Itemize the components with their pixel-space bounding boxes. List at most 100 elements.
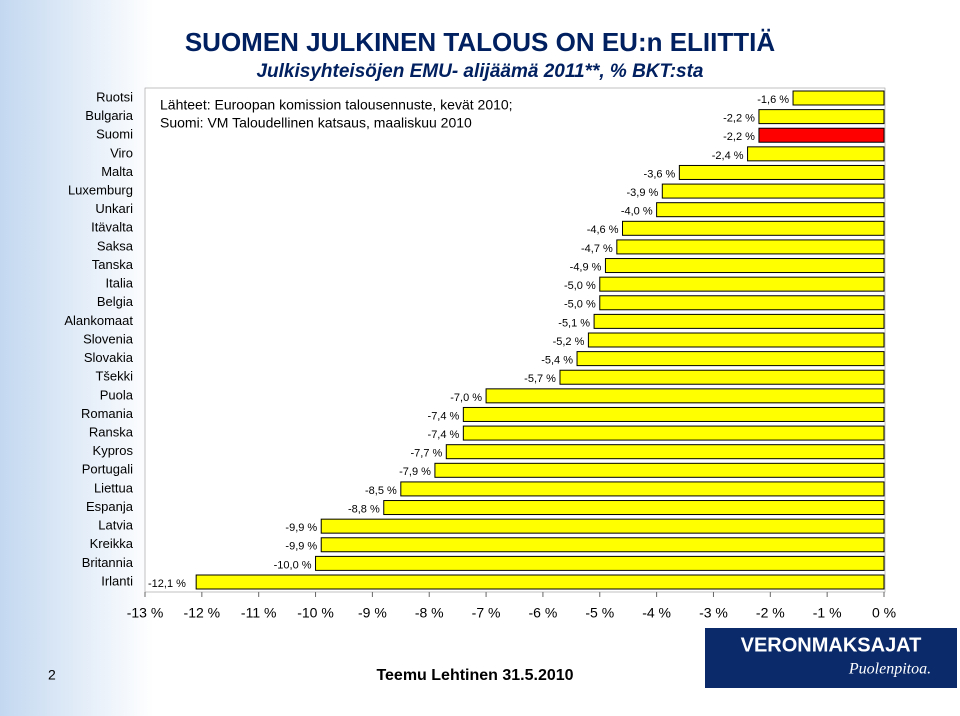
data-label: -4,6 % bbox=[587, 224, 619, 236]
bar bbox=[678, 164, 885, 180]
x-tick-label: -7 % bbox=[472, 605, 501, 621]
x-tick-label: -9 % bbox=[358, 605, 387, 621]
bar bbox=[587, 332, 885, 348]
data-label: -7,0 % bbox=[450, 392, 482, 404]
bar bbox=[195, 574, 885, 590]
data-label: -5,1 % bbox=[558, 317, 590, 329]
data-label: -5,0 % bbox=[564, 280, 596, 292]
y-tick-label: Kypros bbox=[93, 443, 134, 458]
page-number: 2 bbox=[48, 667, 56, 683]
y-tick-label: Tanska bbox=[92, 257, 134, 272]
data-label: -4,0 % bbox=[621, 206, 653, 218]
bar bbox=[622, 220, 885, 236]
bar bbox=[747, 146, 885, 162]
bar bbox=[462, 406, 885, 422]
bar bbox=[656, 202, 885, 218]
bar bbox=[485, 388, 885, 404]
bar bbox=[576, 351, 885, 367]
data-label: -4,9 % bbox=[570, 261, 602, 273]
y-tick-label: Liettua bbox=[94, 480, 134, 495]
data-label: -7,7 % bbox=[410, 448, 442, 460]
bar bbox=[400, 481, 885, 497]
bar bbox=[599, 276, 885, 292]
logo-box bbox=[705, 628, 957, 688]
y-tick-label: Italia bbox=[106, 276, 134, 291]
bar bbox=[758, 127, 885, 143]
x-tick-label: -10 % bbox=[297, 605, 334, 621]
y-tick-label: Kreikka bbox=[90, 536, 134, 551]
y-tick-label: Espanja bbox=[86, 499, 134, 514]
bar bbox=[792, 90, 885, 106]
x-tick-label: -8 % bbox=[415, 605, 444, 621]
data-label: -5,4 % bbox=[541, 355, 573, 367]
bar bbox=[593, 313, 885, 329]
bar bbox=[320, 537, 885, 553]
y-tick-label: Saksa bbox=[97, 238, 134, 253]
x-tick-label: -1 % bbox=[813, 605, 842, 621]
y-tick-label: Itävalta bbox=[91, 220, 134, 235]
y-tick-label: Latvia bbox=[98, 518, 133, 533]
x-tick-label: -13 % bbox=[127, 605, 164, 621]
y-tick-label: Slovenia bbox=[83, 331, 134, 346]
bar bbox=[315, 555, 885, 571]
bar bbox=[604, 258, 885, 274]
bar bbox=[445, 444, 885, 460]
data-label: -7,4 % bbox=[428, 429, 460, 441]
logo-text: VERONMAKSAJAT bbox=[741, 634, 922, 656]
y-tick-label: Bulgaria bbox=[85, 108, 133, 123]
data-label: -9,9 % bbox=[285, 522, 317, 534]
data-label: -7,9 % bbox=[399, 466, 431, 478]
chart-title: SUOMEN JULKINEN TALOUS ON EU:n ELIITTIÄ bbox=[185, 27, 776, 57]
data-label: -2,4 % bbox=[712, 150, 744, 162]
x-tick-label: -4 % bbox=[642, 605, 671, 621]
logo-tagline: Puolenpitoa. bbox=[848, 661, 931, 678]
y-tick-label: Suomi bbox=[96, 127, 133, 142]
y-tick-label: Romania bbox=[81, 406, 134, 421]
bar bbox=[383, 500, 885, 516]
x-tick-label: -11 % bbox=[241, 605, 277, 621]
bar bbox=[661, 183, 885, 199]
bar bbox=[616, 239, 885, 255]
y-tick-label: Britannia bbox=[82, 555, 134, 570]
data-label: -1,6 % bbox=[757, 94, 789, 106]
data-label: -4,7 % bbox=[581, 243, 613, 255]
y-tick-label: Viro bbox=[110, 145, 133, 160]
source-note: Lähteet: Euroopan komission talousennust… bbox=[160, 97, 513, 113]
bar bbox=[462, 425, 885, 441]
data-label: -10,0 % bbox=[274, 559, 312, 571]
bar bbox=[758, 109, 885, 125]
data-label: -3,6 % bbox=[644, 168, 676, 180]
y-tick-label: Ranska bbox=[89, 425, 134, 440]
data-label: -9,9 % bbox=[285, 541, 317, 553]
data-label: -7,4 % bbox=[428, 410, 460, 422]
y-tick-label: Irlanti bbox=[101, 573, 133, 588]
bar bbox=[599, 295, 885, 311]
data-label: -3,9 % bbox=[627, 187, 659, 199]
y-tick-label: Unkari bbox=[95, 201, 133, 216]
data-label: -5,7 % bbox=[524, 373, 556, 385]
chart-subtitle: Julkisyhteisöjen EMU- alijäämä 2011**, %… bbox=[256, 61, 703, 82]
x-tick-label: -2 % bbox=[756, 605, 785, 621]
bar bbox=[559, 369, 885, 385]
bar bbox=[434, 462, 885, 478]
x-tick-label: -6 % bbox=[529, 605, 558, 621]
x-tick-label: 0 % bbox=[872, 605, 896, 621]
data-label: -8,8 % bbox=[348, 503, 380, 515]
bar bbox=[320, 518, 885, 534]
x-tick-label: -5 % bbox=[585, 605, 614, 621]
y-tick-label: Alankomaat bbox=[64, 313, 133, 328]
source-note: Suomi: VM Taloudellinen katsaus, maalisk… bbox=[160, 115, 472, 131]
y-tick-label: Tšekki bbox=[95, 369, 133, 384]
data-label: -5,2 % bbox=[553, 336, 585, 348]
y-tick-label: Luxemburg bbox=[68, 183, 133, 198]
x-tick-label: -3 % bbox=[699, 605, 728, 621]
data-label: -5,0 % bbox=[564, 299, 596, 311]
x-tick-label: -12 % bbox=[184, 605, 221, 621]
data-label: -12,1 % bbox=[148, 578, 186, 590]
data-label: -2,2 % bbox=[723, 131, 755, 143]
y-tick-label: Belgia bbox=[97, 294, 134, 309]
y-tick-label: Portugali bbox=[82, 462, 133, 477]
data-label: -2,2 % bbox=[723, 113, 755, 125]
data-label: -8,5 % bbox=[365, 485, 397, 497]
